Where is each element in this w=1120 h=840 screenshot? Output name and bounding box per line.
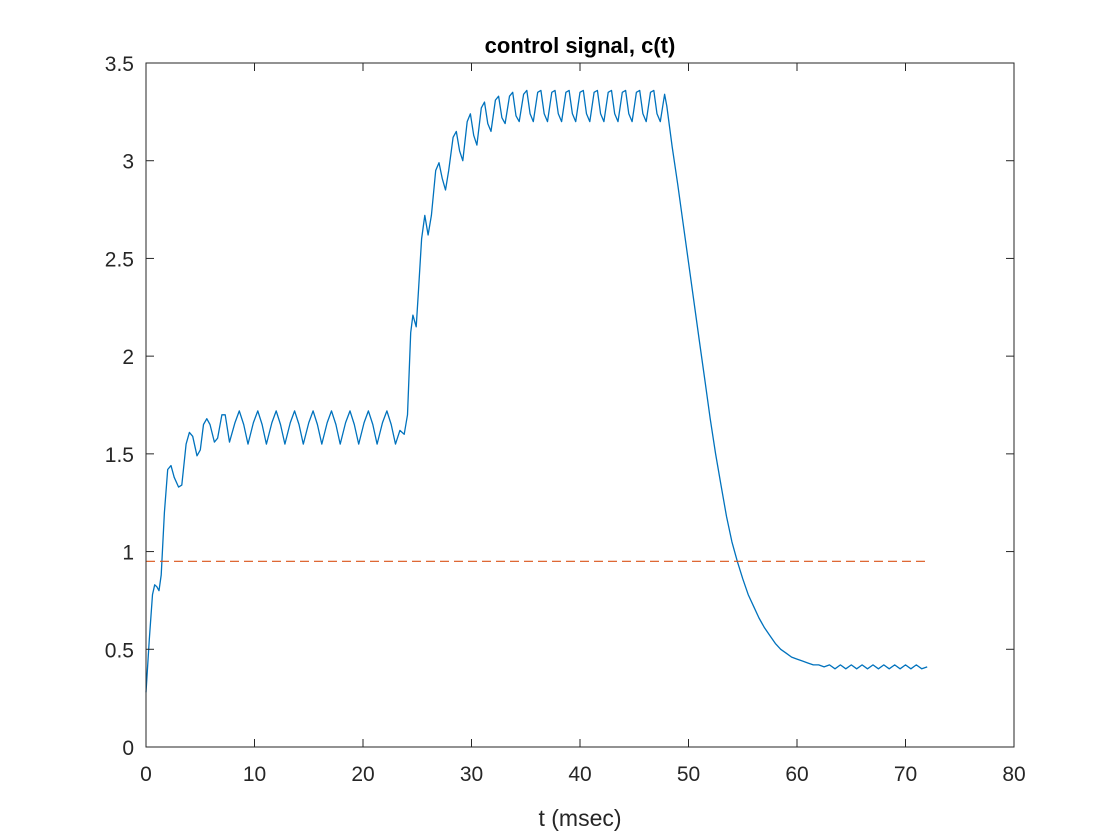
x-tick-label: 20 (351, 763, 374, 786)
x-axis-label: t (msec) (538, 805, 621, 831)
x-tick-label: 0 (140, 763, 152, 786)
y-tick-label: 3 (122, 151, 134, 174)
x-tick-label: 50 (677, 763, 700, 786)
y-tick-label: 3.5 (105, 53, 134, 76)
chart-title: control signal, c(t) (485, 33, 676, 58)
x-tick-label: 70 (894, 763, 917, 786)
y-tick-label: 0.5 (105, 639, 134, 662)
x-tick-label: 10 (243, 763, 266, 786)
x-axis: 0 10 20 30 40 50 60 70 80 (140, 63, 1026, 786)
series-layer (145, 89, 928, 693)
y-tick-label: 1.5 (105, 444, 134, 467)
x-tick-label: 60 (785, 763, 808, 786)
y-tick-label: 2.5 (105, 248, 134, 271)
series-line-0 (145, 89, 928, 693)
plot-area (146, 63, 1014, 747)
x-tick-label: 80 (1002, 763, 1025, 786)
y-tick-label: 2 (122, 346, 134, 369)
y-axis: 0 0.5 1 1.5 2 2.5 3 3.5 (105, 53, 1014, 760)
x-tick-label: 40 (568, 763, 591, 786)
y-tick-label: 0 (122, 737, 134, 760)
y-tick-label: 1 (122, 542, 134, 565)
x-tick-label: 30 (460, 763, 483, 786)
